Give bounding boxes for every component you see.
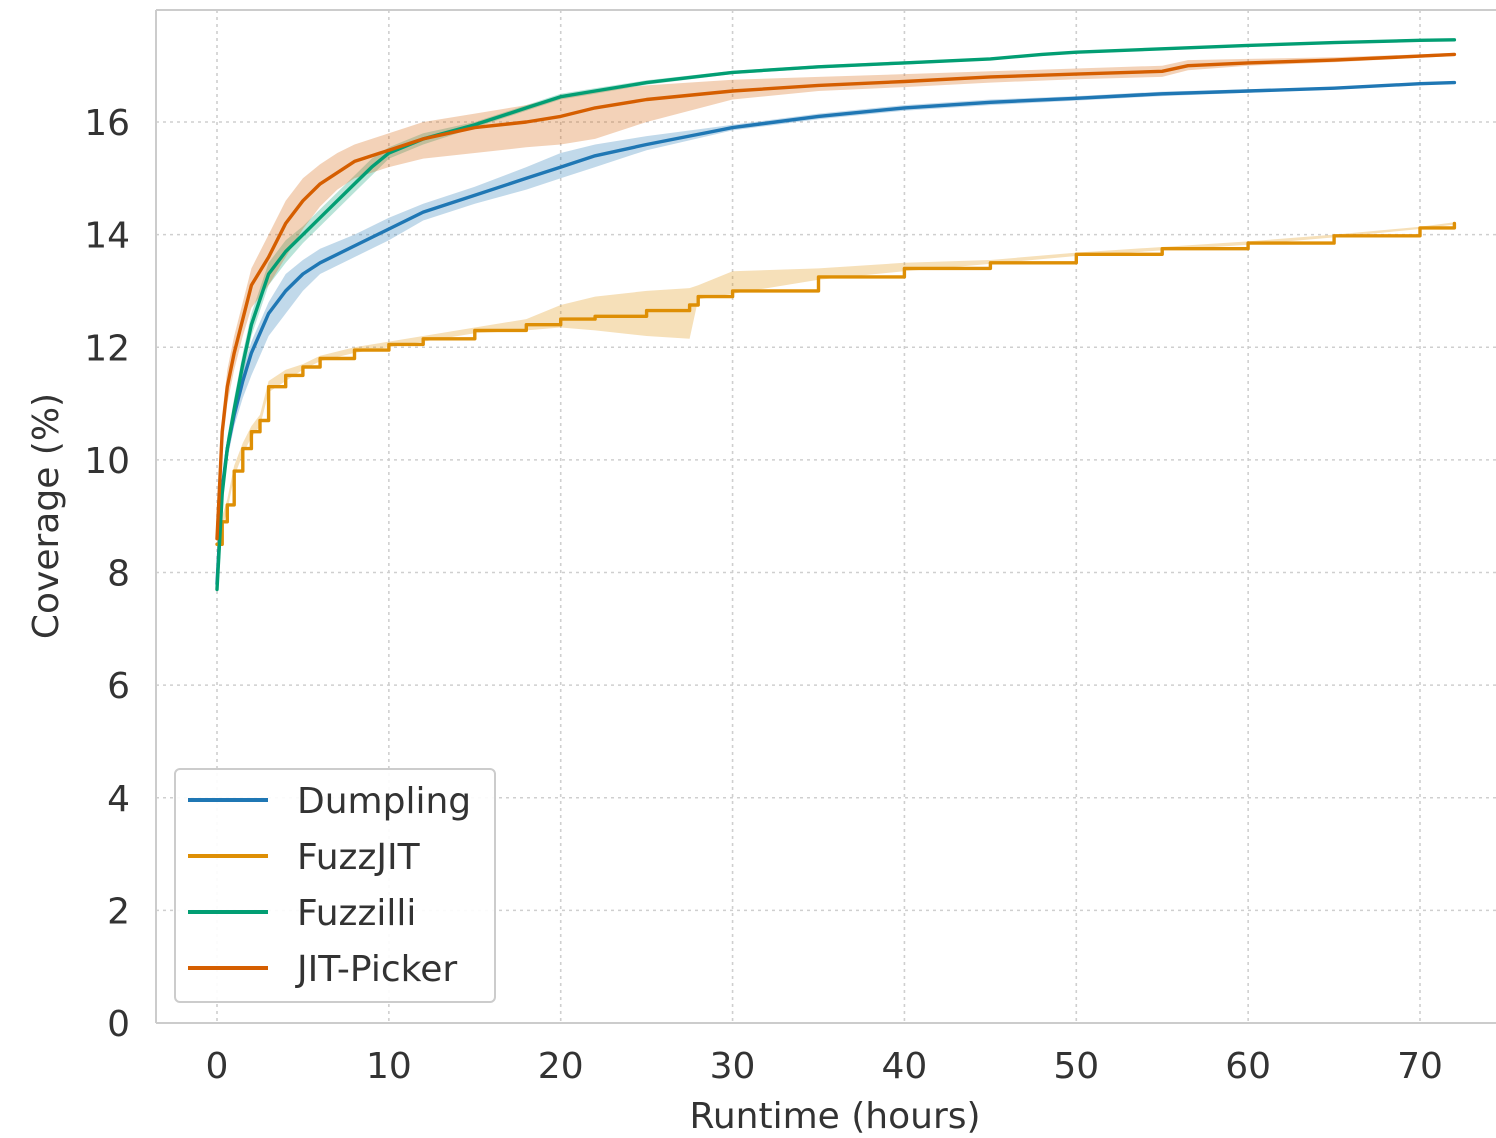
y-tick-label: 0 <box>107 1004 130 1045</box>
y-axis-title: Coverage (%) <box>26 393 67 639</box>
legend-label-fuzzilli: Fuzzilli <box>297 893 416 934</box>
y-tick-label: 14 <box>84 216 130 257</box>
x-tick-label: 60 <box>1225 1046 1271 1087</box>
x-tick-label: 70 <box>1397 1046 1443 1087</box>
series-lines <box>215 38 1457 592</box>
x-tick-label: 50 <box>1053 1046 1099 1087</box>
legend-frame <box>174 768 496 1003</box>
y-tick-label: 2 <box>107 891 130 932</box>
x-axis-title: Runtime (hours) <box>689 1096 980 1137</box>
y-tick-label: 6 <box>107 666 130 707</box>
y-tick-label: 16 <box>84 103 130 144</box>
y-tick-label: 4 <box>107 779 130 820</box>
legend: Dumpling FuzzJIT Fuzzilli JIT-Picker <box>174 768 496 1003</box>
legend-label-dumpling: Dumpling <box>297 781 471 822</box>
x-tick-label: 40 <box>882 1046 928 1087</box>
legend-items: Dumpling FuzzJIT Fuzzilli JIT-Picker <box>188 781 471 990</box>
legend-label-jit-picker: JIT-Picker <box>295 949 457 990</box>
x-tick-labels: 0 10 20 30 40 50 60 70 <box>206 1046 1443 1087</box>
x-tick-label: 10 <box>366 1046 412 1087</box>
legend-label-fuzzjit: FuzzJIT <box>297 837 421 878</box>
line-fuzzjit <box>215 221 1457 546</box>
y-tick-labels: 0 2 4 6 8 10 12 14 16 <box>84 103 130 1045</box>
grid <box>156 10 1496 1023</box>
line-fuzzilli <box>215 38 1457 592</box>
line-dumpling <box>215 80 1457 586</box>
x-tick-label: 30 <box>710 1046 756 1087</box>
x-tick-label: 20 <box>538 1046 584 1087</box>
y-tick-label: 8 <box>107 554 130 595</box>
y-tick-label: 12 <box>84 328 130 369</box>
x-tick-label: 0 <box>206 1046 229 1087</box>
y-tick-label: 10 <box>84 441 130 482</box>
line-jit-picker <box>215 52 1457 541</box>
